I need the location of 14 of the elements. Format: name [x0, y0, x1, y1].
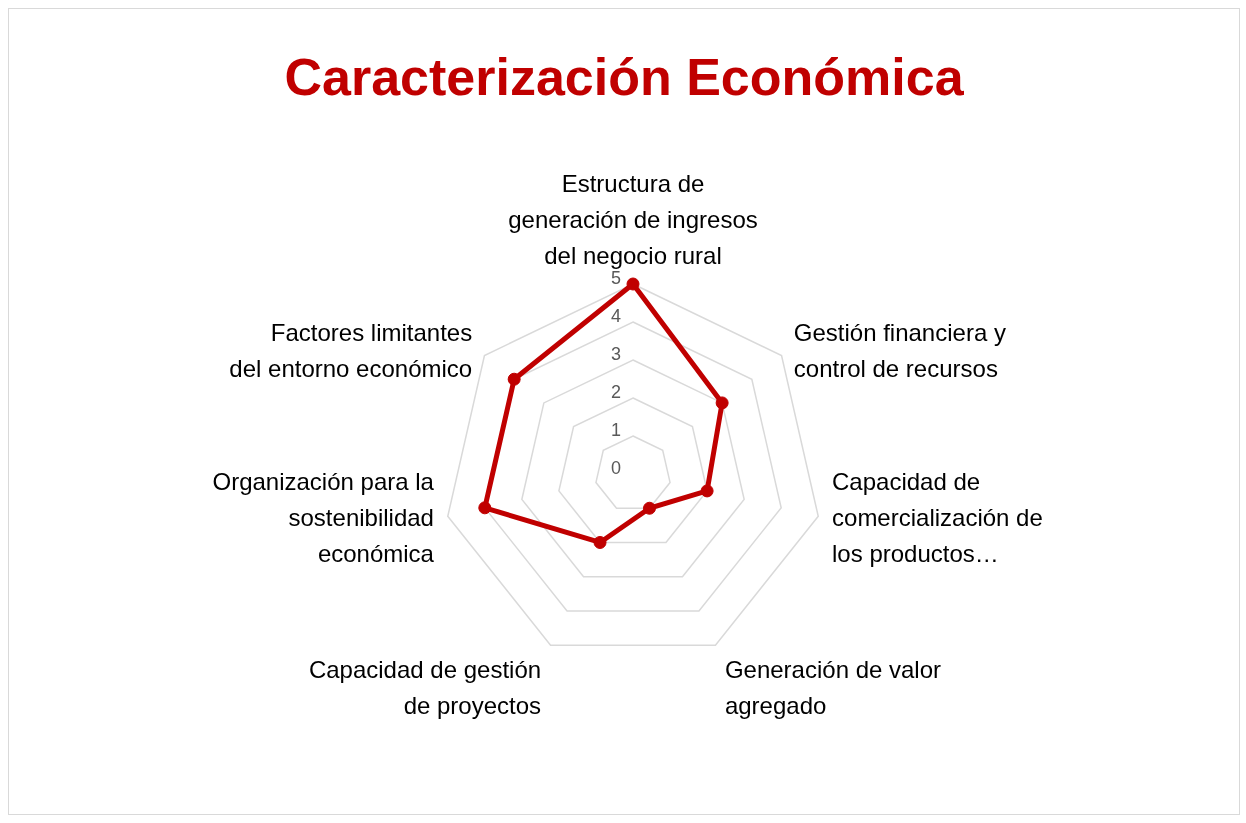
y-tick-label: 1 [611, 420, 622, 440]
y-tick-label: 4 [611, 306, 622, 326]
spoke-label: Gestión financiera y control de recursos [793, 318, 1006, 382]
spoke-label: Generación de valor agregado [724, 656, 942, 720]
chart-title: Caracterización Económica [283, 47, 965, 107]
spoke-label: Capacidad de gestión de proyectos [308, 656, 542, 720]
spoke-label: Factores limitantes del entorno económico [229, 318, 473, 382]
spoke-label: Estructura de generación de ingresos del negocio rural [508, 170, 758, 269]
y-tick-label: 5 [611, 268, 622, 288]
y-tick-label: 3 [611, 344, 622, 364]
spoke-label: Capacidad de comercialización de los productos… [832, 468, 1043, 568]
y-tick-label: 0 [611, 458, 622, 478]
spoke-label: Organización para la sostenibilidad económica [212, 468, 435, 568]
y-tick-label: 2 [611, 382, 622, 402]
